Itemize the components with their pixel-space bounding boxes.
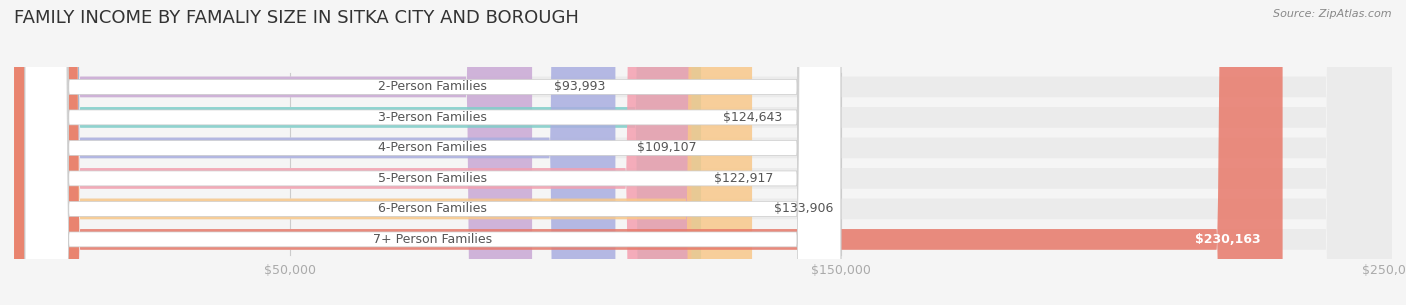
Text: 4-Person Families: 4-Person Families — [378, 142, 488, 154]
FancyBboxPatch shape — [25, 0, 841, 305]
Text: 5-Person Families: 5-Person Families — [378, 172, 488, 185]
Text: 7+ Person Families: 7+ Person Families — [374, 233, 492, 246]
Text: 2-Person Families: 2-Person Families — [378, 81, 488, 93]
FancyBboxPatch shape — [25, 0, 841, 305]
Text: FAMILY INCOME BY FAMALIY SIZE IN SITKA CITY AND BOROUGH: FAMILY INCOME BY FAMALIY SIZE IN SITKA C… — [14, 9, 579, 27]
Text: $93,993: $93,993 — [554, 81, 606, 93]
Text: 6-Person Families: 6-Person Families — [378, 203, 488, 215]
Text: $124,643: $124,643 — [723, 111, 782, 124]
FancyBboxPatch shape — [14, 0, 692, 305]
Text: Source: ZipAtlas.com: Source: ZipAtlas.com — [1274, 9, 1392, 19]
Text: $122,917: $122,917 — [714, 172, 773, 185]
Text: $109,107: $109,107 — [637, 142, 697, 154]
FancyBboxPatch shape — [14, 0, 1392, 305]
FancyBboxPatch shape — [14, 0, 752, 305]
FancyBboxPatch shape — [14, 0, 616, 305]
FancyBboxPatch shape — [14, 0, 1282, 305]
FancyBboxPatch shape — [14, 0, 1392, 305]
FancyBboxPatch shape — [14, 0, 702, 305]
FancyBboxPatch shape — [14, 0, 531, 305]
Text: 3-Person Families: 3-Person Families — [378, 111, 488, 124]
FancyBboxPatch shape — [25, 0, 841, 305]
Text: $133,906: $133,906 — [775, 203, 834, 215]
FancyBboxPatch shape — [14, 0, 1392, 305]
FancyBboxPatch shape — [25, 0, 841, 305]
Text: $230,163: $230,163 — [1195, 233, 1261, 246]
FancyBboxPatch shape — [14, 0, 1392, 305]
FancyBboxPatch shape — [25, 0, 841, 305]
FancyBboxPatch shape — [14, 0, 1392, 305]
FancyBboxPatch shape — [14, 0, 1392, 305]
FancyBboxPatch shape — [25, 0, 841, 305]
